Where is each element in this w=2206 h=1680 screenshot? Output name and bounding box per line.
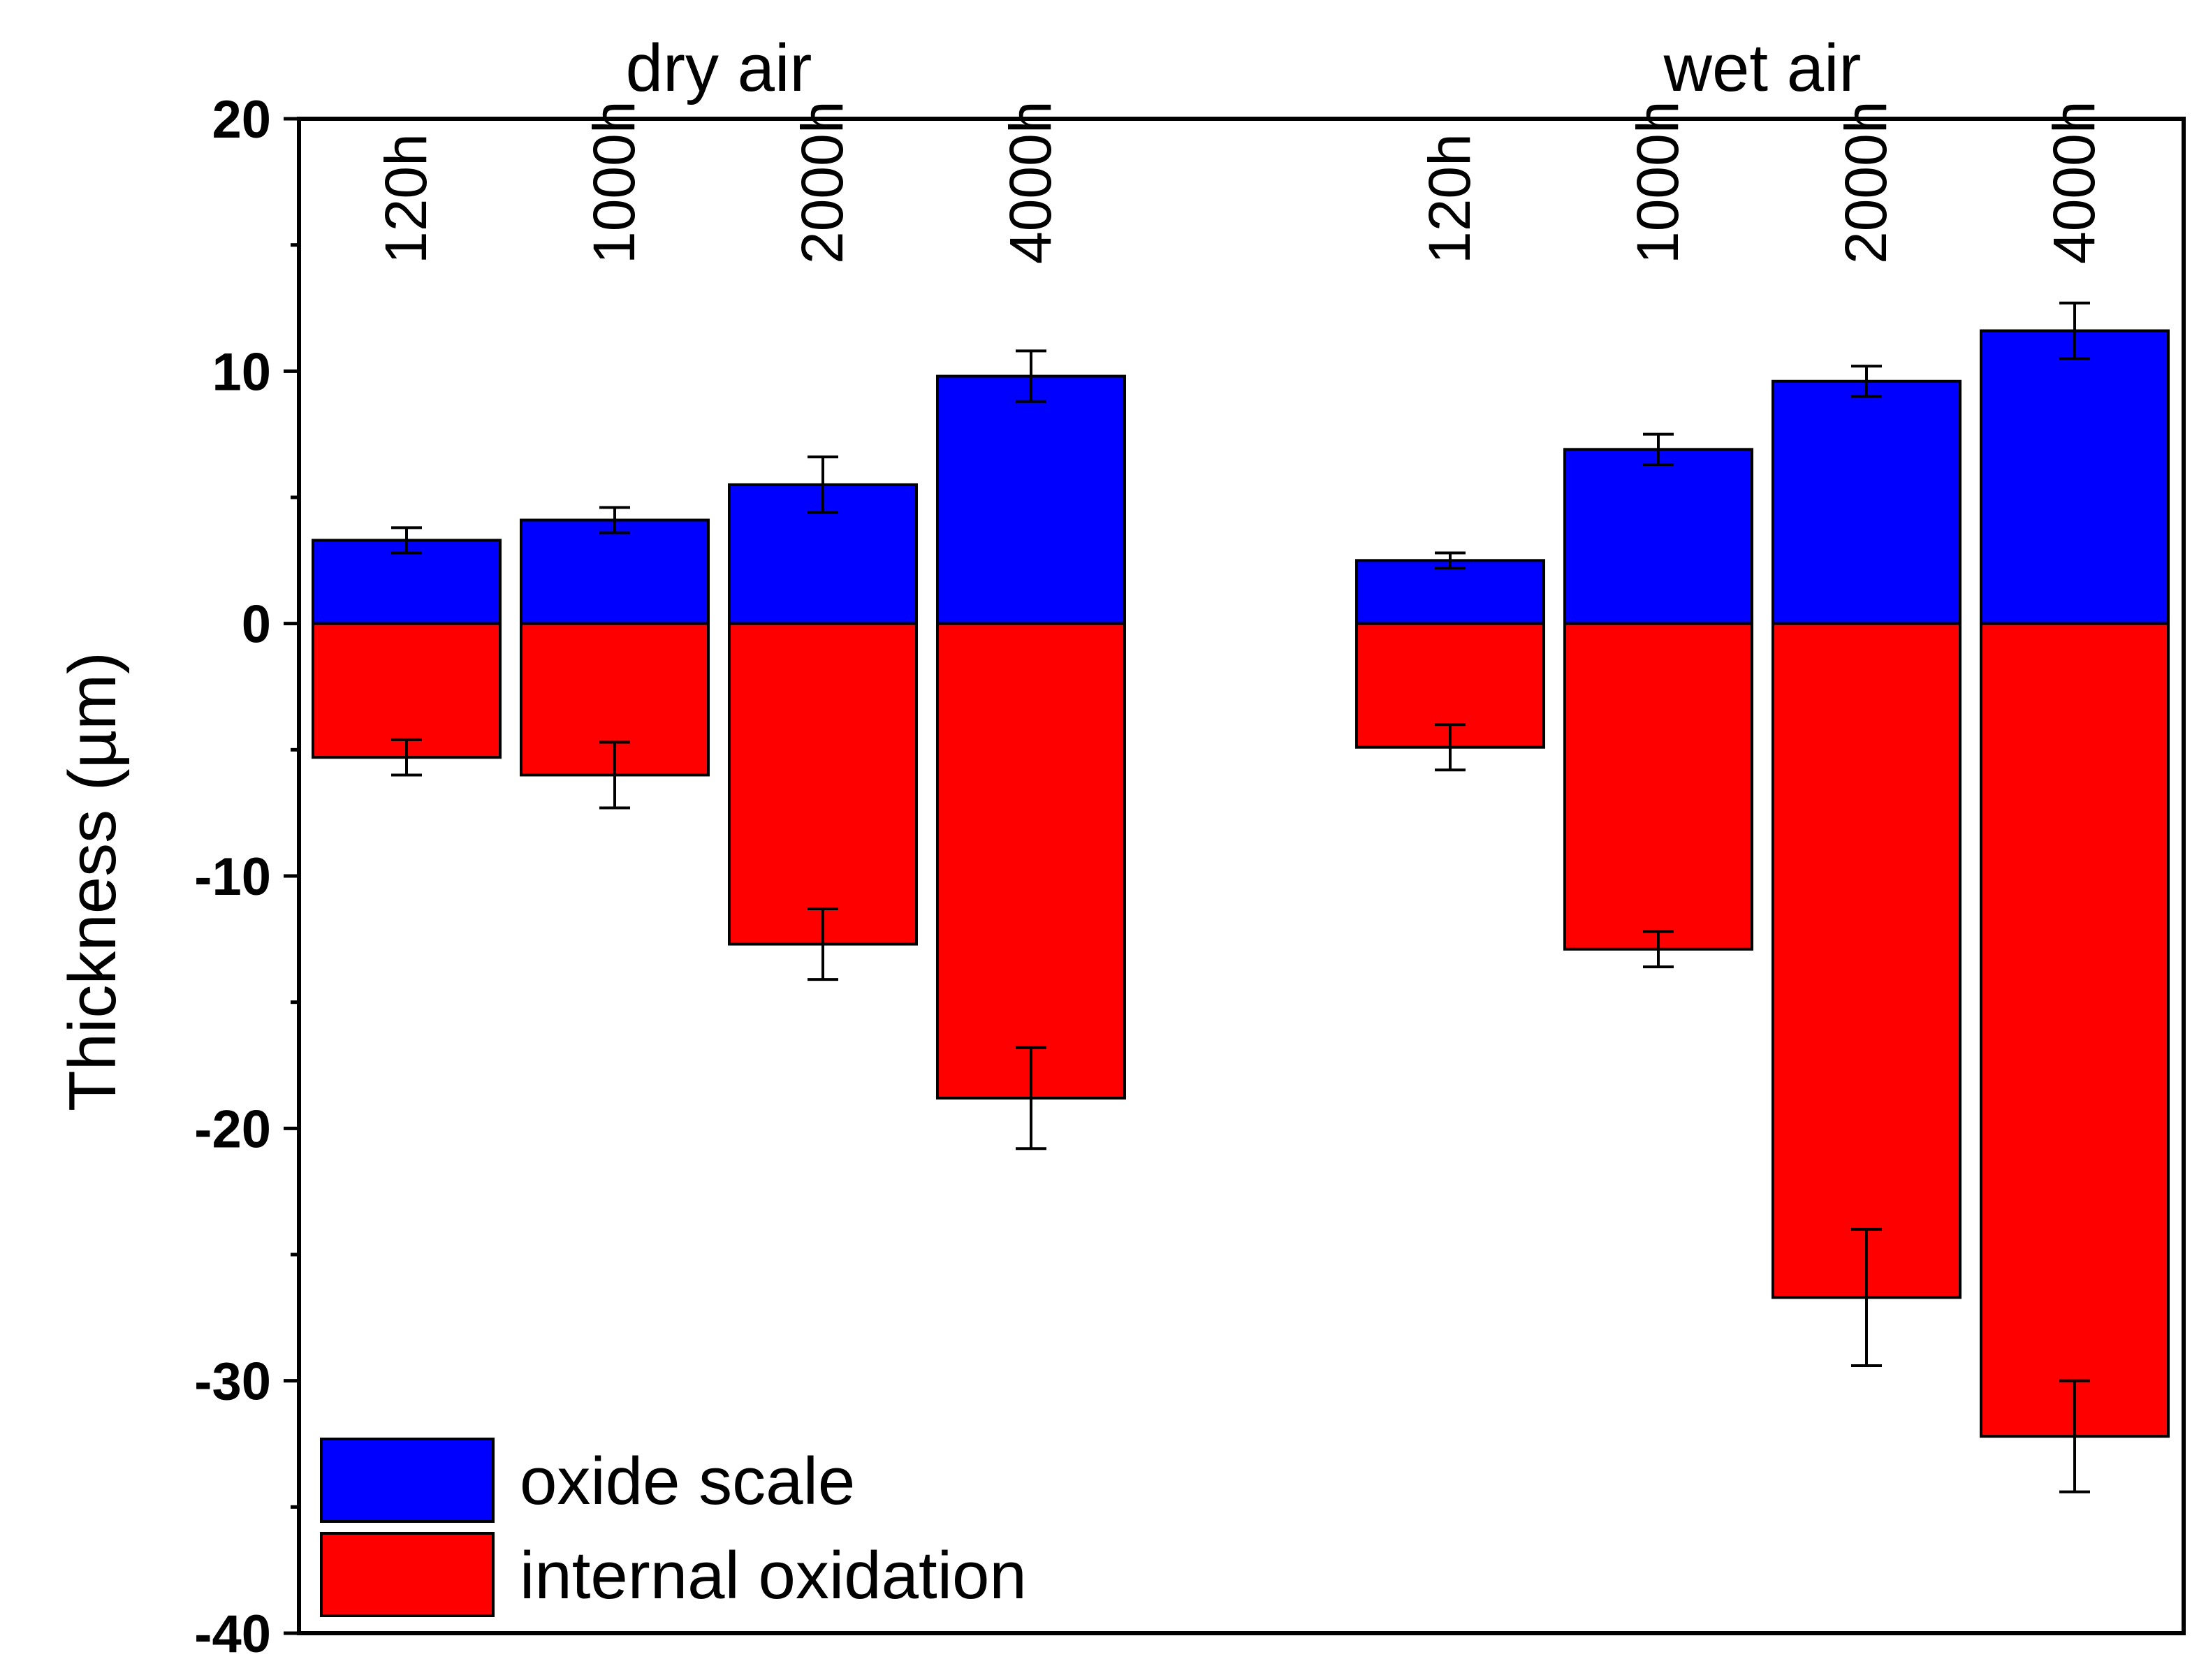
internal-oxidation-bar xyxy=(1563,622,1753,951)
y-tick-label: -30 xyxy=(194,1352,271,1412)
oxide-scale-bar xyxy=(1563,448,1753,625)
oxide-scale-error-bar xyxy=(1016,349,1046,403)
y-tick-label: -10 xyxy=(194,847,271,907)
oxide-scale-bar xyxy=(1355,559,1545,625)
internal-oxidation-bar xyxy=(1980,622,2170,1438)
legend: oxide scale internal oxidation xyxy=(320,1438,1027,1617)
oxide-scale-error-bar xyxy=(1435,551,1466,570)
y-axis-title: Thickness (µm) xyxy=(55,652,130,1111)
oxide-scale-error-bar xyxy=(2059,301,2090,360)
oxide-scale-error-bar xyxy=(599,506,630,534)
internal-oxidation-error-bar xyxy=(1016,1046,1046,1151)
time-label: 1000h xyxy=(581,101,647,264)
time-label: 4000h xyxy=(998,101,1063,264)
time-label: 4000h xyxy=(2041,101,2107,264)
oxide-scale-error-bar xyxy=(808,455,838,514)
time-label: 1000h xyxy=(1625,101,1690,264)
internal-oxidation-bar xyxy=(1772,622,1962,1299)
internal-oxidation-error-bar xyxy=(1851,1227,1882,1367)
oxide-scale-legend-swatch xyxy=(320,1438,495,1523)
internal-oxidation-error-bar xyxy=(391,738,422,777)
oxide-scale-bar xyxy=(520,518,710,625)
internal-oxidation-legend-swatch xyxy=(320,1532,495,1617)
oxide-scale-error-bar xyxy=(391,526,422,555)
internal-oxidation-bar xyxy=(936,622,1126,1100)
group-label: dry air xyxy=(626,31,812,105)
y-tick-label: -40 xyxy=(194,1605,271,1664)
y-tick-label: 0 xyxy=(242,595,271,655)
internal-oxidation-error-bar xyxy=(1435,723,1466,772)
oxide-scale-error-bar xyxy=(1643,432,1674,467)
oxide-scale-bar xyxy=(936,374,1126,625)
internal-oxidation-bar xyxy=(728,622,918,946)
internal-oxidation-legend-label: internal oxidation xyxy=(520,1538,1027,1613)
oxide-scale-bar xyxy=(1980,329,2170,625)
group-label: wet air xyxy=(1663,31,1862,105)
oxide-scale-bar xyxy=(1772,379,1962,625)
y-tick-label: -20 xyxy=(194,1100,271,1159)
internal-oxidation-bar xyxy=(520,622,710,777)
internal-oxidation-error-bar xyxy=(2059,1379,2090,1493)
time-label: 120h xyxy=(373,133,439,264)
internal-oxidation-error-bar xyxy=(599,740,630,810)
labels-layer: 20 10 0 -10 -20 -30 -40 120h 1000h 2000h 4000h 120h… xyxy=(194,31,2107,1664)
time-label: 2000h xyxy=(1833,101,1899,264)
y-tick-label: 20 xyxy=(212,90,271,149)
time-label: 120h xyxy=(1417,133,1482,264)
internal-oxidation-bar xyxy=(312,622,502,759)
internal-oxidation-error-bar xyxy=(1643,930,1674,969)
internal-oxidation-error-bar xyxy=(808,907,838,981)
time-label: 2000h xyxy=(789,101,855,264)
oxide-scale-error-bar xyxy=(1851,365,1882,398)
error-bars-layer xyxy=(391,301,2090,1493)
oxide-scale-legend-label: oxide scale xyxy=(520,1444,855,1519)
bars-layer xyxy=(312,329,2170,1438)
y-axis-ticks xyxy=(284,117,299,1635)
y-tick-label: 10 xyxy=(212,342,271,402)
